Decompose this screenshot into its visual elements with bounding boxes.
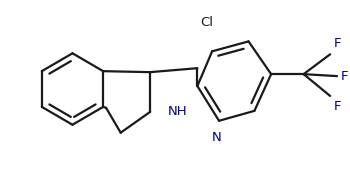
Text: F: F — [334, 37, 342, 50]
Text: NH: NH — [168, 105, 188, 118]
Text: Cl: Cl — [201, 17, 214, 29]
Text: F: F — [334, 100, 342, 113]
Text: F: F — [341, 70, 349, 83]
Text: N: N — [212, 131, 222, 144]
